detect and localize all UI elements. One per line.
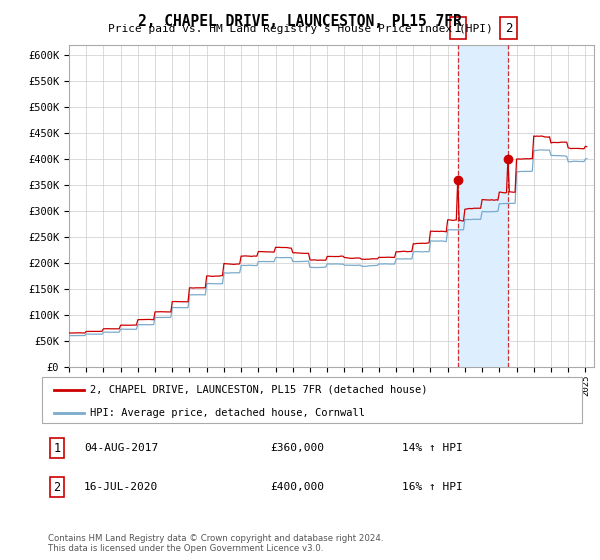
Text: 1: 1	[454, 21, 461, 35]
Text: 04-AUG-2017: 04-AUG-2017	[84, 443, 158, 453]
Text: 2, CHAPEL DRIVE, LAUNCESTON, PL15 7FR: 2, CHAPEL DRIVE, LAUNCESTON, PL15 7FR	[138, 14, 462, 29]
Text: 14% ↑ HPI: 14% ↑ HPI	[402, 443, 463, 453]
Text: 2: 2	[505, 21, 512, 35]
Text: Contains HM Land Registry data © Crown copyright and database right 2024.
This d: Contains HM Land Registry data © Crown c…	[48, 534, 383, 553]
Bar	[458, 45, 508, 367]
Text: £400,000: £400,000	[270, 482, 324, 492]
Text: 16-JUL-2020: 16-JUL-2020	[84, 482, 158, 492]
Text: 2, CHAPEL DRIVE, LAUNCESTON, PL15 7FR (detached house): 2, CHAPEL DRIVE, LAUNCESTON, PL15 7FR (d…	[90, 385, 427, 395]
Text: 16% ↑ HPI: 16% ↑ HPI	[402, 482, 463, 492]
Text: 1: 1	[53, 441, 61, 455]
Text: Price paid vs. HM Land Registry’s House Price Index (HPI): Price paid vs. HM Land Registry’s House …	[107, 24, 493, 34]
Text: HPI: Average price, detached house, Cornwall: HPI: Average price, detached house, Corn…	[90, 408, 365, 418]
Text: £360,000: £360,000	[270, 443, 324, 453]
Text: 2: 2	[53, 480, 61, 494]
